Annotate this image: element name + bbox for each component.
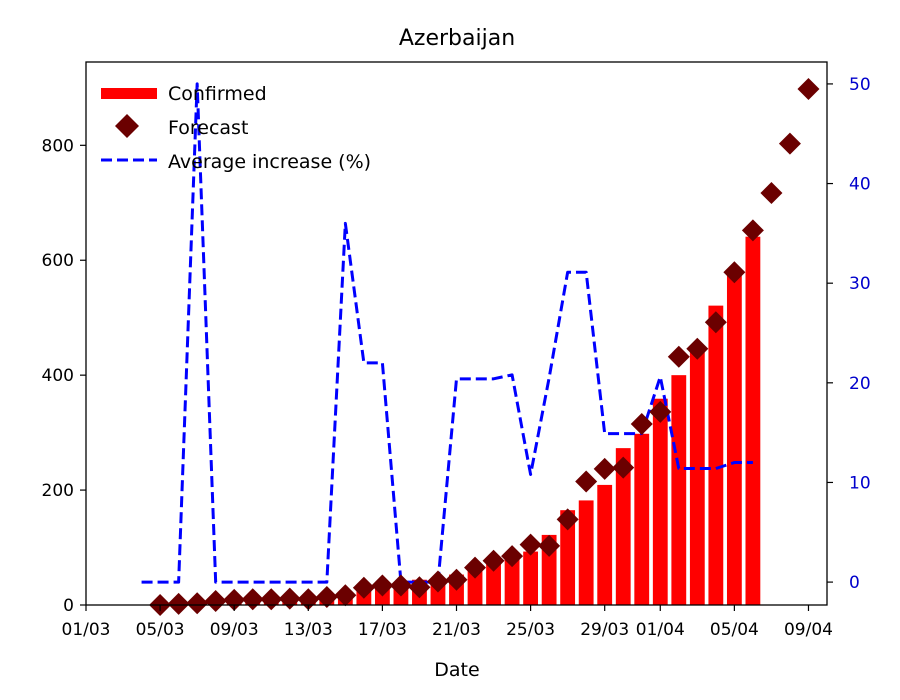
forecast-point: [686, 337, 709, 360]
forecast-point: [501, 545, 524, 568]
x-tick-label: 17/03: [358, 620, 407, 640]
confirmed-bar: [578, 500, 594, 605]
forecast-point: [593, 457, 616, 480]
confirmed-bar: [523, 551, 539, 605]
forecast-point: [204, 589, 227, 612]
x-tick-label: 21/03: [432, 620, 481, 640]
x-tick-label: 01/03: [62, 620, 111, 640]
x-tick-label: 29/03: [580, 620, 629, 640]
chart-title: Azerbaijan: [399, 26, 515, 51]
average-increase-path: [141, 82, 753, 584]
y-axis-left: 0 200 400 600 800: [42, 136, 86, 616]
x-tick-label: 01/04: [636, 620, 685, 640]
confirmed-bar: [560, 510, 576, 605]
forecast-point: [371, 574, 394, 597]
y-right-tick-label: 40: [849, 175, 871, 195]
confirmed-bar: [745, 236, 761, 605]
confirmed-bar: [615, 448, 631, 605]
confirmed-bar: [467, 567, 483, 605]
x-tick-label: 25/03: [506, 620, 555, 640]
forecast-point: [278, 587, 301, 610]
forecast-point: [723, 261, 746, 284]
y-right-tick-label: 20: [849, 374, 871, 394]
forecast-point: [630, 413, 653, 435]
legend-swatch-confirmed: [101, 88, 157, 99]
y-right-tick-label: 30: [849, 274, 871, 294]
legend-label-confirmed: Confirmed: [168, 83, 267, 105]
forecast-point: [760, 182, 783, 205]
y-axis-right: 0 10 20 30 40 50: [827, 75, 871, 593]
average-increase-line: [141, 82, 753, 584]
forecast-point: [260, 588, 283, 611]
forecast-point: [649, 400, 672, 423]
y-tick-label: 600: [42, 251, 74, 271]
y-right-tick-label: 50: [849, 75, 871, 95]
confirmed-bar: [652, 398, 668, 605]
x-axis: 01/03 05/03 09/03 13/03 17/03 21/03 25/03 29/03…: [62, 605, 833, 640]
y-tick-label: 800: [42, 136, 74, 156]
legend: Confirmed Forecast Average increase (%): [101, 83, 371, 173]
forecast-point: [538, 534, 561, 557]
forecast-point: [667, 345, 690, 368]
y-tick-label: 0: [63, 596, 74, 616]
forecast-point: [426, 570, 449, 593]
forecast-point: [408, 576, 431, 599]
forecast-point: [778, 132, 801, 155]
forecast-point: [797, 78, 820, 101]
confirmed-bar: [708, 305, 724, 605]
forecast-point: [352, 576, 375, 599]
x-tick-label: 05/03: [136, 620, 185, 640]
confirmed-bar: [671, 375, 687, 605]
y-right-tick-label: 10: [849, 473, 871, 493]
forecast-point: [556, 508, 579, 531]
legend-label-average-increase: Average increase (%): [168, 151, 371, 173]
forecast-point: [334, 584, 357, 607]
x-axis-label: Date: [434, 659, 479, 681]
forecast-point: [464, 556, 487, 579]
forecast-point: [315, 585, 338, 608]
forecast-point: [612, 456, 635, 479]
forecast-point: [741, 219, 764, 242]
confirmed-bar: [634, 433, 650, 605]
x-tick-label: 09/03: [210, 620, 259, 640]
forecast-point: [482, 549, 505, 572]
forecast-point: [389, 574, 412, 597]
forecast-point: [575, 470, 598, 493]
legend-swatch-forecast: [115, 114, 139, 138]
confirmed-bar: [374, 588, 390, 605]
confirmed-bar: [486, 563, 501, 605]
forecast-point: [445, 568, 468, 591]
forecast-point: [186, 592, 209, 615]
forecast-point: [519, 533, 542, 556]
x-tick-label: 13/03: [284, 620, 333, 640]
y-right-tick-label: 0: [849, 573, 860, 593]
x-tick-label: 09/04: [784, 620, 833, 640]
forecast-point: [167, 592, 190, 615]
legend-label-forecast: Forecast: [168, 117, 248, 139]
confirmed-bar: [726, 269, 742, 605]
x-tick-label: 05/04: [710, 620, 759, 640]
confirmed-bar: [504, 555, 520, 605]
forecast-point: [704, 311, 727, 334]
y-tick-label: 200: [42, 481, 74, 501]
confirmed-bar: [689, 350, 705, 605]
confirmed-bar: [597, 484, 613, 605]
y-tick-label: 400: [42, 366, 74, 386]
